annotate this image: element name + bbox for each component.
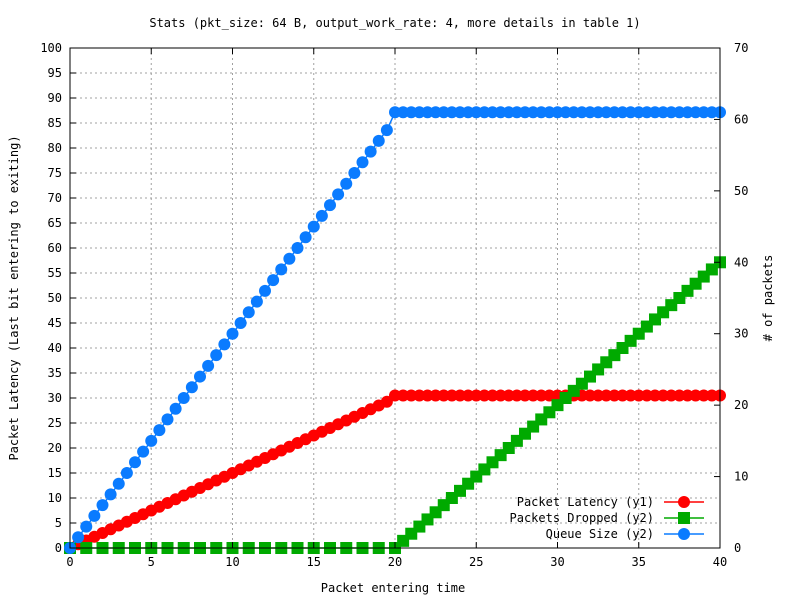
y2-tick-label: 30	[734, 327, 748, 341]
data-point	[307, 220, 320, 233]
data-point	[356, 156, 369, 169]
data-point	[169, 402, 182, 415]
tick-layer: 0 5 10 15 20 25 30 35 40 0 5 10 15 20 25 30 35 40 45 50 55 60…	[40, 41, 748, 569]
data-point	[161, 413, 174, 426]
data-point	[299, 231, 312, 244]
data-point	[137, 445, 150, 458]
y-tick-label: 10	[48, 491, 62, 505]
data-point	[80, 520, 93, 533]
data-point	[380, 395, 393, 408]
data-point	[72, 531, 85, 544]
y2-tick-label: 70	[734, 41, 748, 55]
legend-label: Packet Latency (y1)	[517, 495, 654, 509]
data-point	[315, 209, 328, 222]
data-point	[340, 177, 353, 190]
x-tick-label: 15	[307, 555, 321, 569]
data-point	[226, 327, 239, 340]
data-point	[372, 134, 385, 147]
y2-tick-label: 50	[734, 184, 748, 198]
data-point	[177, 392, 190, 404]
y-tick-label: 75	[48, 166, 62, 180]
y-tick-label: 85	[48, 116, 62, 130]
chart-title: Stats (pkt_size: 64 B, output_work_rate:…	[149, 16, 640, 30]
legend-marker	[678, 512, 690, 524]
data-point	[259, 284, 271, 297]
y2-tick-label: 60	[734, 112, 748, 126]
data-point	[275, 263, 288, 276]
legend-label: Packets Dropped (y2)	[510, 511, 655, 525]
data-point	[242, 306, 255, 319]
data-point	[104, 488, 117, 501]
series-layer	[64, 106, 726, 554]
y-tick-label: 55	[48, 266, 62, 280]
y-tick-label: 95	[48, 66, 62, 80]
legend-entry: Queue Size (y2)	[546, 527, 704, 541]
legend-marker	[678, 496, 690, 508]
data-point	[250, 295, 263, 308]
y2-tick-label: 40	[734, 255, 748, 269]
data-point	[210, 349, 223, 362]
data-point	[96, 499, 109, 512]
x-tick-label: 0	[66, 555, 73, 569]
y-tick-label: 40	[48, 341, 62, 355]
data-point	[380, 124, 393, 137]
y-axis-label: Packet Latency (Last bit entering to exi…	[7, 135, 21, 460]
data-point	[291, 242, 304, 254]
x-tick-label: 5	[148, 555, 155, 569]
data-point	[364, 145, 377, 158]
y-tick-label: 50	[48, 291, 62, 305]
legend-entry: Packets Dropped (y2)	[510, 511, 704, 525]
x-axis-label: Packet entering time	[321, 581, 466, 595]
data-point	[145, 434, 158, 447]
data-point	[194, 370, 206, 383]
y2-tick-label: 0	[734, 541, 741, 555]
y-tick-label: 35	[48, 366, 62, 380]
data-point	[120, 467, 133, 479]
data-point	[153, 424, 166, 437]
data-point	[324, 199, 336, 212]
series-2	[64, 106, 726, 554]
data-point	[332, 188, 345, 201]
x-tick-label: 20	[388, 555, 402, 569]
y-tick-label: 65	[48, 216, 62, 230]
legend-label: Queue Size (y2)	[546, 527, 654, 541]
x-tick-label: 10	[225, 555, 239, 569]
data-point	[283, 252, 296, 265]
data-point	[267, 274, 280, 287]
x-tick-label: 35	[632, 555, 646, 569]
y-tick-label: 15	[48, 466, 62, 480]
data-point	[129, 456, 141, 469]
data-point	[88, 509, 101, 522]
y-tick-label: 20	[48, 441, 62, 455]
y-tick-label: 25	[48, 416, 62, 430]
data-point	[202, 359, 215, 372]
legend: Packet Latency (y1) Packets Dropped (y2) Q…	[510, 495, 704, 541]
x-tick-label: 40	[713, 555, 727, 569]
data-point	[234, 317, 247, 329]
data-point	[112, 477, 125, 490]
y-tick-label: 70	[48, 191, 62, 205]
y-tick-label: 90	[48, 91, 62, 105]
y-tick-label: 80	[48, 141, 62, 155]
data-point	[218, 338, 231, 351]
y2-axis-label: # of packets	[761, 255, 775, 342]
legend-entry: Packet Latency (y1)	[517, 495, 704, 509]
y-tick-label: 0	[55, 541, 62, 555]
y2-tick-label: 20	[734, 398, 748, 412]
y-tick-label: 30	[48, 391, 62, 405]
y-tick-label: 100	[40, 41, 62, 55]
y-tick-label: 60	[48, 241, 62, 255]
y-tick-label: 45	[48, 316, 62, 330]
legend-marker	[678, 528, 690, 540]
x-tick-label: 30	[550, 555, 564, 569]
y-tick-label: 5	[55, 516, 62, 530]
x-tick-label: 25	[469, 555, 483, 569]
data-point	[348, 167, 361, 179]
data-point	[185, 381, 198, 394]
y2-tick-label: 10	[734, 470, 748, 484]
